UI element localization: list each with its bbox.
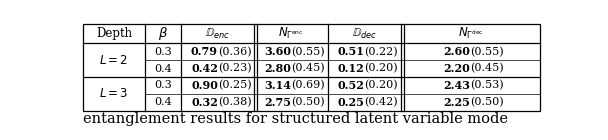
Text: (0.53): (0.53) — [471, 80, 504, 91]
Text: (0.38): (0.38) — [218, 97, 252, 107]
Text: 2.25: 2.25 — [444, 97, 471, 108]
Text: 0.3: 0.3 — [154, 47, 172, 57]
Text: (0.23): (0.23) — [218, 63, 252, 74]
Text: $\beta$: $\beta$ — [158, 25, 168, 42]
Text: $\mathbb{D}_{enc}$: $\mathbb{D}_{enc}$ — [206, 27, 230, 41]
Text: 0.52: 0.52 — [337, 80, 364, 91]
Text: 0.4: 0.4 — [154, 64, 172, 74]
Bar — [83, 24, 540, 111]
Text: Depth: Depth — [96, 27, 132, 40]
Text: 0.3: 0.3 — [154, 80, 172, 90]
Text: 0.25: 0.25 — [337, 97, 364, 108]
Text: (0.45): (0.45) — [471, 63, 504, 74]
Text: (0.42): (0.42) — [364, 97, 398, 107]
Text: 0.12: 0.12 — [337, 63, 364, 74]
Text: $\mathbb{D}_{dec}$: $\mathbb{D}_{dec}$ — [351, 27, 377, 41]
Text: 2.80: 2.80 — [264, 63, 291, 74]
Text: (0.25): (0.25) — [218, 80, 252, 91]
Text: 2.43: 2.43 — [443, 80, 471, 91]
Text: 2.60: 2.60 — [444, 46, 471, 57]
Text: 3.60: 3.60 — [264, 46, 291, 57]
Text: $L=3$: $L=3$ — [99, 87, 129, 100]
Text: $N_{\Gamma^{\mathrm{enc}}}$: $N_{\Gamma^{\mathrm{enc}}}$ — [278, 26, 304, 41]
Text: (0.20): (0.20) — [364, 63, 398, 74]
Text: 0.90: 0.90 — [191, 80, 218, 91]
Text: (0.36): (0.36) — [218, 47, 252, 57]
Text: (0.22): (0.22) — [364, 47, 398, 57]
Text: 0.42: 0.42 — [191, 63, 218, 74]
Text: (0.20): (0.20) — [364, 80, 398, 91]
Text: 0.79: 0.79 — [191, 46, 218, 57]
Text: 3.14: 3.14 — [264, 80, 291, 91]
Text: 0.51: 0.51 — [337, 46, 364, 57]
Text: $N_{\Gamma^{\mathrm{dec}}}$: $N_{\Gamma^{\mathrm{dec}}}$ — [458, 26, 483, 41]
Text: 2.20: 2.20 — [444, 63, 471, 74]
Text: entanglement results for structured latent variable mode: entanglement results for structured late… — [83, 112, 508, 126]
Text: (0.69): (0.69) — [291, 80, 325, 91]
Text: 0.32: 0.32 — [191, 97, 218, 108]
Text: $L=2$: $L=2$ — [99, 54, 129, 67]
Text: 0.4: 0.4 — [154, 97, 172, 107]
Text: (0.45): (0.45) — [291, 63, 325, 74]
Text: (0.50): (0.50) — [291, 97, 325, 107]
Text: (0.55): (0.55) — [291, 47, 325, 57]
Text: (0.55): (0.55) — [471, 47, 504, 57]
Text: 2.75: 2.75 — [264, 97, 291, 108]
Text: (0.50): (0.50) — [471, 97, 504, 107]
